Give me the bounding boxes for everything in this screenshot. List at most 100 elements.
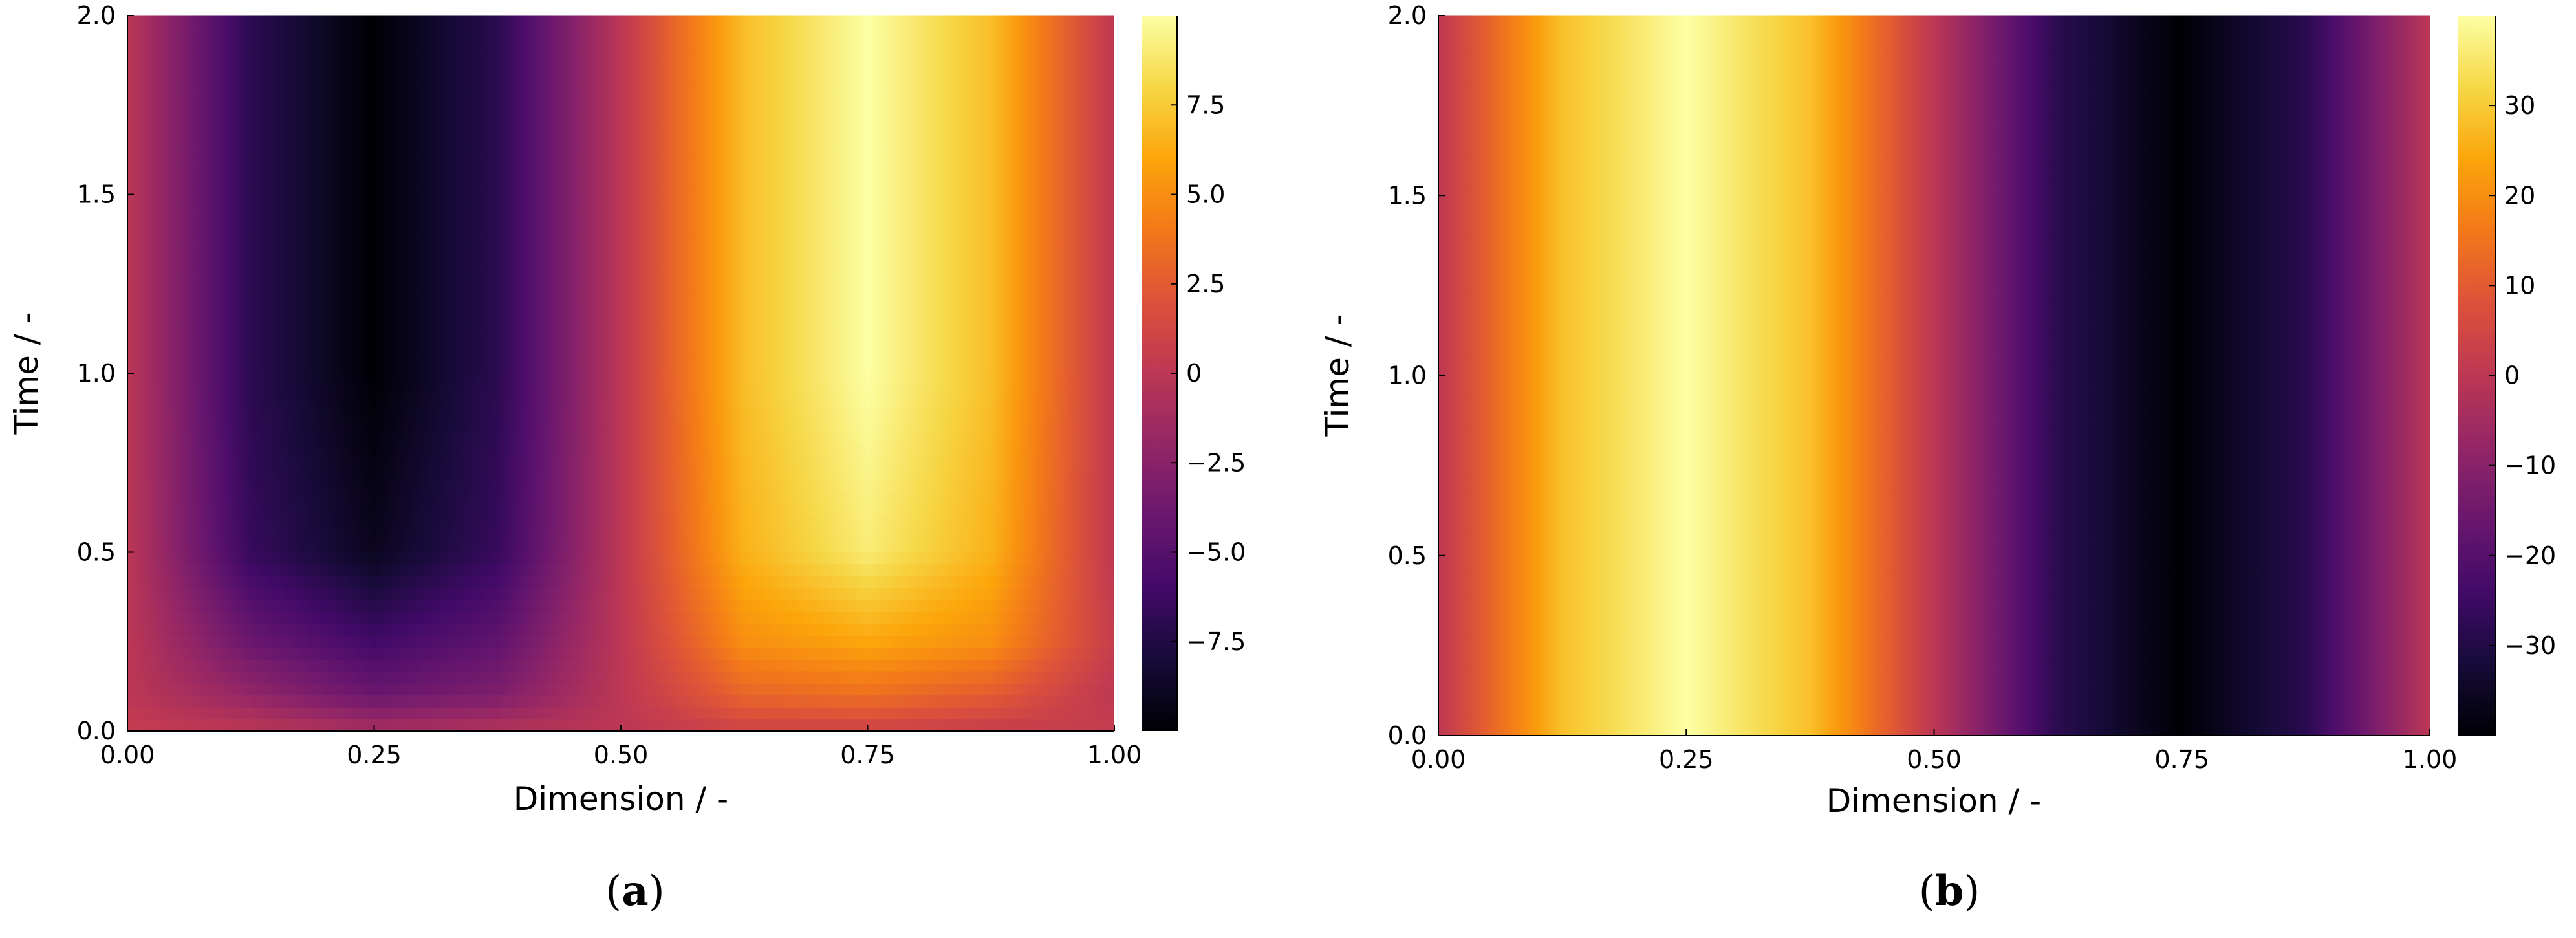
heatmap-row: [1438, 279, 2430, 292]
panel-label-a: (a): [605, 867, 665, 915]
x-tick-label: 0.25: [347, 741, 402, 769]
x-tick-label: 0.25: [1659, 745, 1714, 774]
heatmap-row: [127, 349, 1114, 362]
heatmap-row: [1438, 171, 2430, 184]
heatmap-row: [127, 122, 1114, 135]
colorbar-tick-label: −20: [2504, 541, 2556, 570]
x-tick-label: 0.00: [1411, 745, 1466, 774]
colorbar-tick-label: −10: [2504, 452, 2556, 480]
heatmap-row: [127, 63, 1114, 76]
heatmap-row: [127, 98, 1114, 111]
colorbar-tick-label: 0: [1186, 359, 1202, 387]
heatmap-row: [1438, 531, 2430, 544]
heatmap-row: [1438, 303, 2430, 316]
x-axis-label: Dimension / -: [1826, 782, 2041, 820]
heatmap-row: [127, 563, 1114, 576]
colorbar-tick-label: 2.5: [1186, 270, 1225, 298]
colorbar-tick-label: 0: [2504, 362, 2520, 390]
x-tick-label: 0.50: [1907, 745, 1962, 774]
heatmap-row: [127, 671, 1114, 684]
heatmap-row: [127, 635, 1114, 648]
heatmap-row: [1438, 111, 2430, 124]
heatmap-row: [1438, 207, 2430, 220]
y-tick-label: 1.5: [1388, 181, 1427, 210]
heatmap-row: [1438, 399, 2430, 412]
heatmap-row: [1438, 75, 2430, 88]
heatmap-row: [127, 206, 1114, 219]
heatmap-row: [1438, 591, 2430, 604]
heatmap-row: [1438, 447, 2430, 460]
heatmap-row: [1438, 711, 2430, 724]
x-axis-label: Dimension / -: [514, 780, 728, 818]
heatmap-row: [1438, 435, 2430, 448]
heatmap-row: [1438, 63, 2430, 76]
heatmap-row: [1438, 639, 2430, 652]
y-tick-label: 1.0: [1388, 362, 1427, 390]
y-tick-label: 2.0: [77, 1, 116, 30]
heatmap-row: [1438, 519, 2430, 532]
heatmap-row: [127, 444, 1114, 457]
heatmap-row: [127, 397, 1114, 409]
heatmap-panel-b: 0.00 0.25 0.50 0.75 1.00 0.0 0.5 1.0 1.5 2.0 Dimen…: [1319, 1, 2556, 820]
heatmap-row: [127, 15, 1114, 28]
heatmap-row: [1438, 375, 2430, 388]
y-axis-label: Time / -: [8, 312, 45, 435]
heatmap-row: [127, 217, 1114, 231]
heatmap-row: [1438, 627, 2430, 640]
heatmap-row: [127, 230, 1114, 243]
heatmap-row: [127, 110, 1114, 124]
heatmap-row: [1438, 27, 2430, 40]
heatmap-row: [1438, 459, 2430, 472]
y-tick-label: 1.5: [77, 180, 116, 209]
heatmap-row: [1438, 579, 2430, 592]
heatmap-row: [1438, 603, 2430, 616]
heatmap-row: [1438, 651, 2430, 664]
y-tick-label: 2.0: [1388, 1, 1427, 30]
heatmap-row: [1438, 99, 2430, 112]
heatmap-row: [1438, 411, 2430, 424]
heatmap-row: [1438, 483, 2430, 496]
heatmap-row: [127, 87, 1114, 100]
heatmap-row: [127, 540, 1114, 552]
heatmap-row: [127, 313, 1114, 326]
heatmap-row: [127, 170, 1114, 183]
heatmap-row: [1438, 255, 2430, 268]
heatmap-row: [127, 182, 1114, 195]
x-tick-label: 1.00: [1087, 741, 1142, 769]
heatmap-row: [1438, 183, 2430, 196]
heatmap-row: [1438, 555, 2430, 568]
heatmap-row: [127, 27, 1114, 40]
heatmap-row: [127, 468, 1114, 481]
heatmap-row: [1438, 387, 2430, 400]
heatmap-row: [127, 516, 1114, 529]
heatmap-row: [1438, 339, 2430, 352]
x-tick-label: 0.75: [840, 741, 895, 769]
heatmap-row: [1438, 663, 2430, 676]
heatmap-row: [1438, 291, 2430, 304]
heatmap-row: [127, 611, 1114, 624]
heatmap-row: [1438, 51, 2430, 64]
heatmap-row: [1438, 327, 2430, 340]
heatmap-row: [1438, 267, 2430, 280]
heatmap-row: [1438, 495, 2430, 508]
heatmap-row: [1438, 363, 2430, 376]
heatmap-row: [127, 695, 1114, 708]
heatmap-row: [1438, 699, 2430, 712]
heatmap-row: [127, 74, 1114, 88]
heatmap-row: [1438, 135, 2430, 148]
heatmap-row: [1438, 231, 2430, 244]
heatmap-row: [127, 337, 1114, 350]
heatmap-row: [127, 158, 1114, 171]
heatmap-row: [127, 647, 1114, 660]
heatmap-row: [1438, 543, 2430, 556]
panel-label-b: (b): [1918, 867, 1980, 915]
heatmap-row: [1438, 123, 2430, 136]
heatmap-row: [127, 39, 1114, 52]
heatmap-row: [127, 587, 1114, 600]
heatmap-row: [127, 134, 1114, 147]
heatmap-row: [127, 528, 1114, 541]
heatmap-row: [127, 50, 1114, 64]
heatmap-row: [127, 265, 1114, 279]
x-tick-label: 0.00: [100, 741, 155, 769]
